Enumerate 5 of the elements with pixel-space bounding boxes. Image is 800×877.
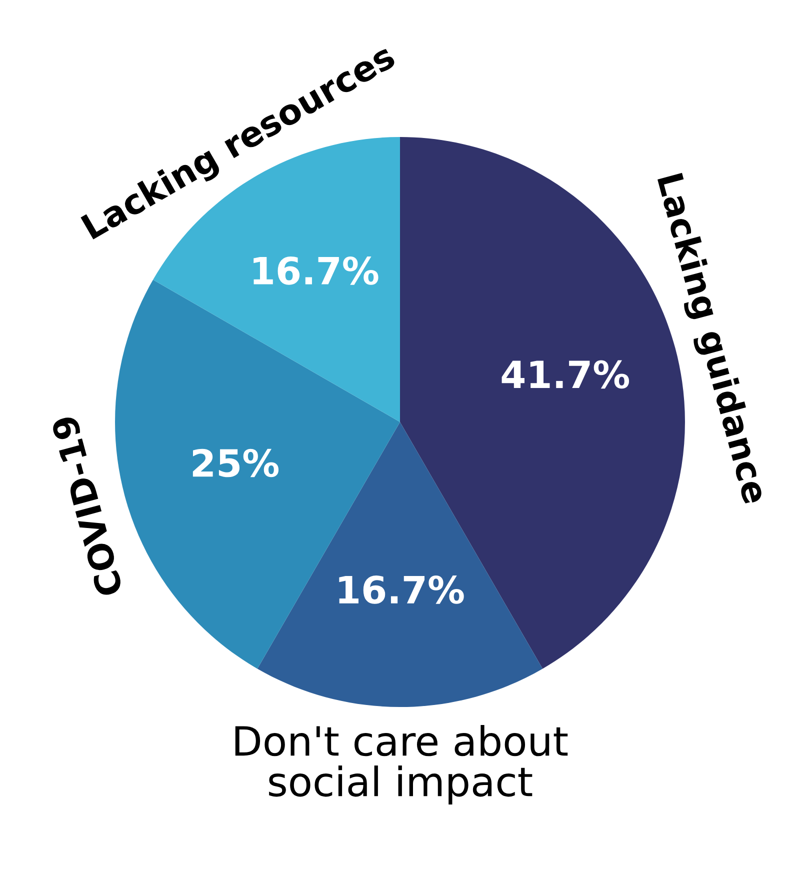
data-label: 41.7% bbox=[502, 360, 630, 389]
data-label: 16.7% bbox=[339, 576, 464, 604]
data-label: 16.7% bbox=[254, 256, 378, 285]
slice-label: Don't care about social impact bbox=[235, 725, 568, 804]
data-label: 25% bbox=[192, 448, 279, 478]
